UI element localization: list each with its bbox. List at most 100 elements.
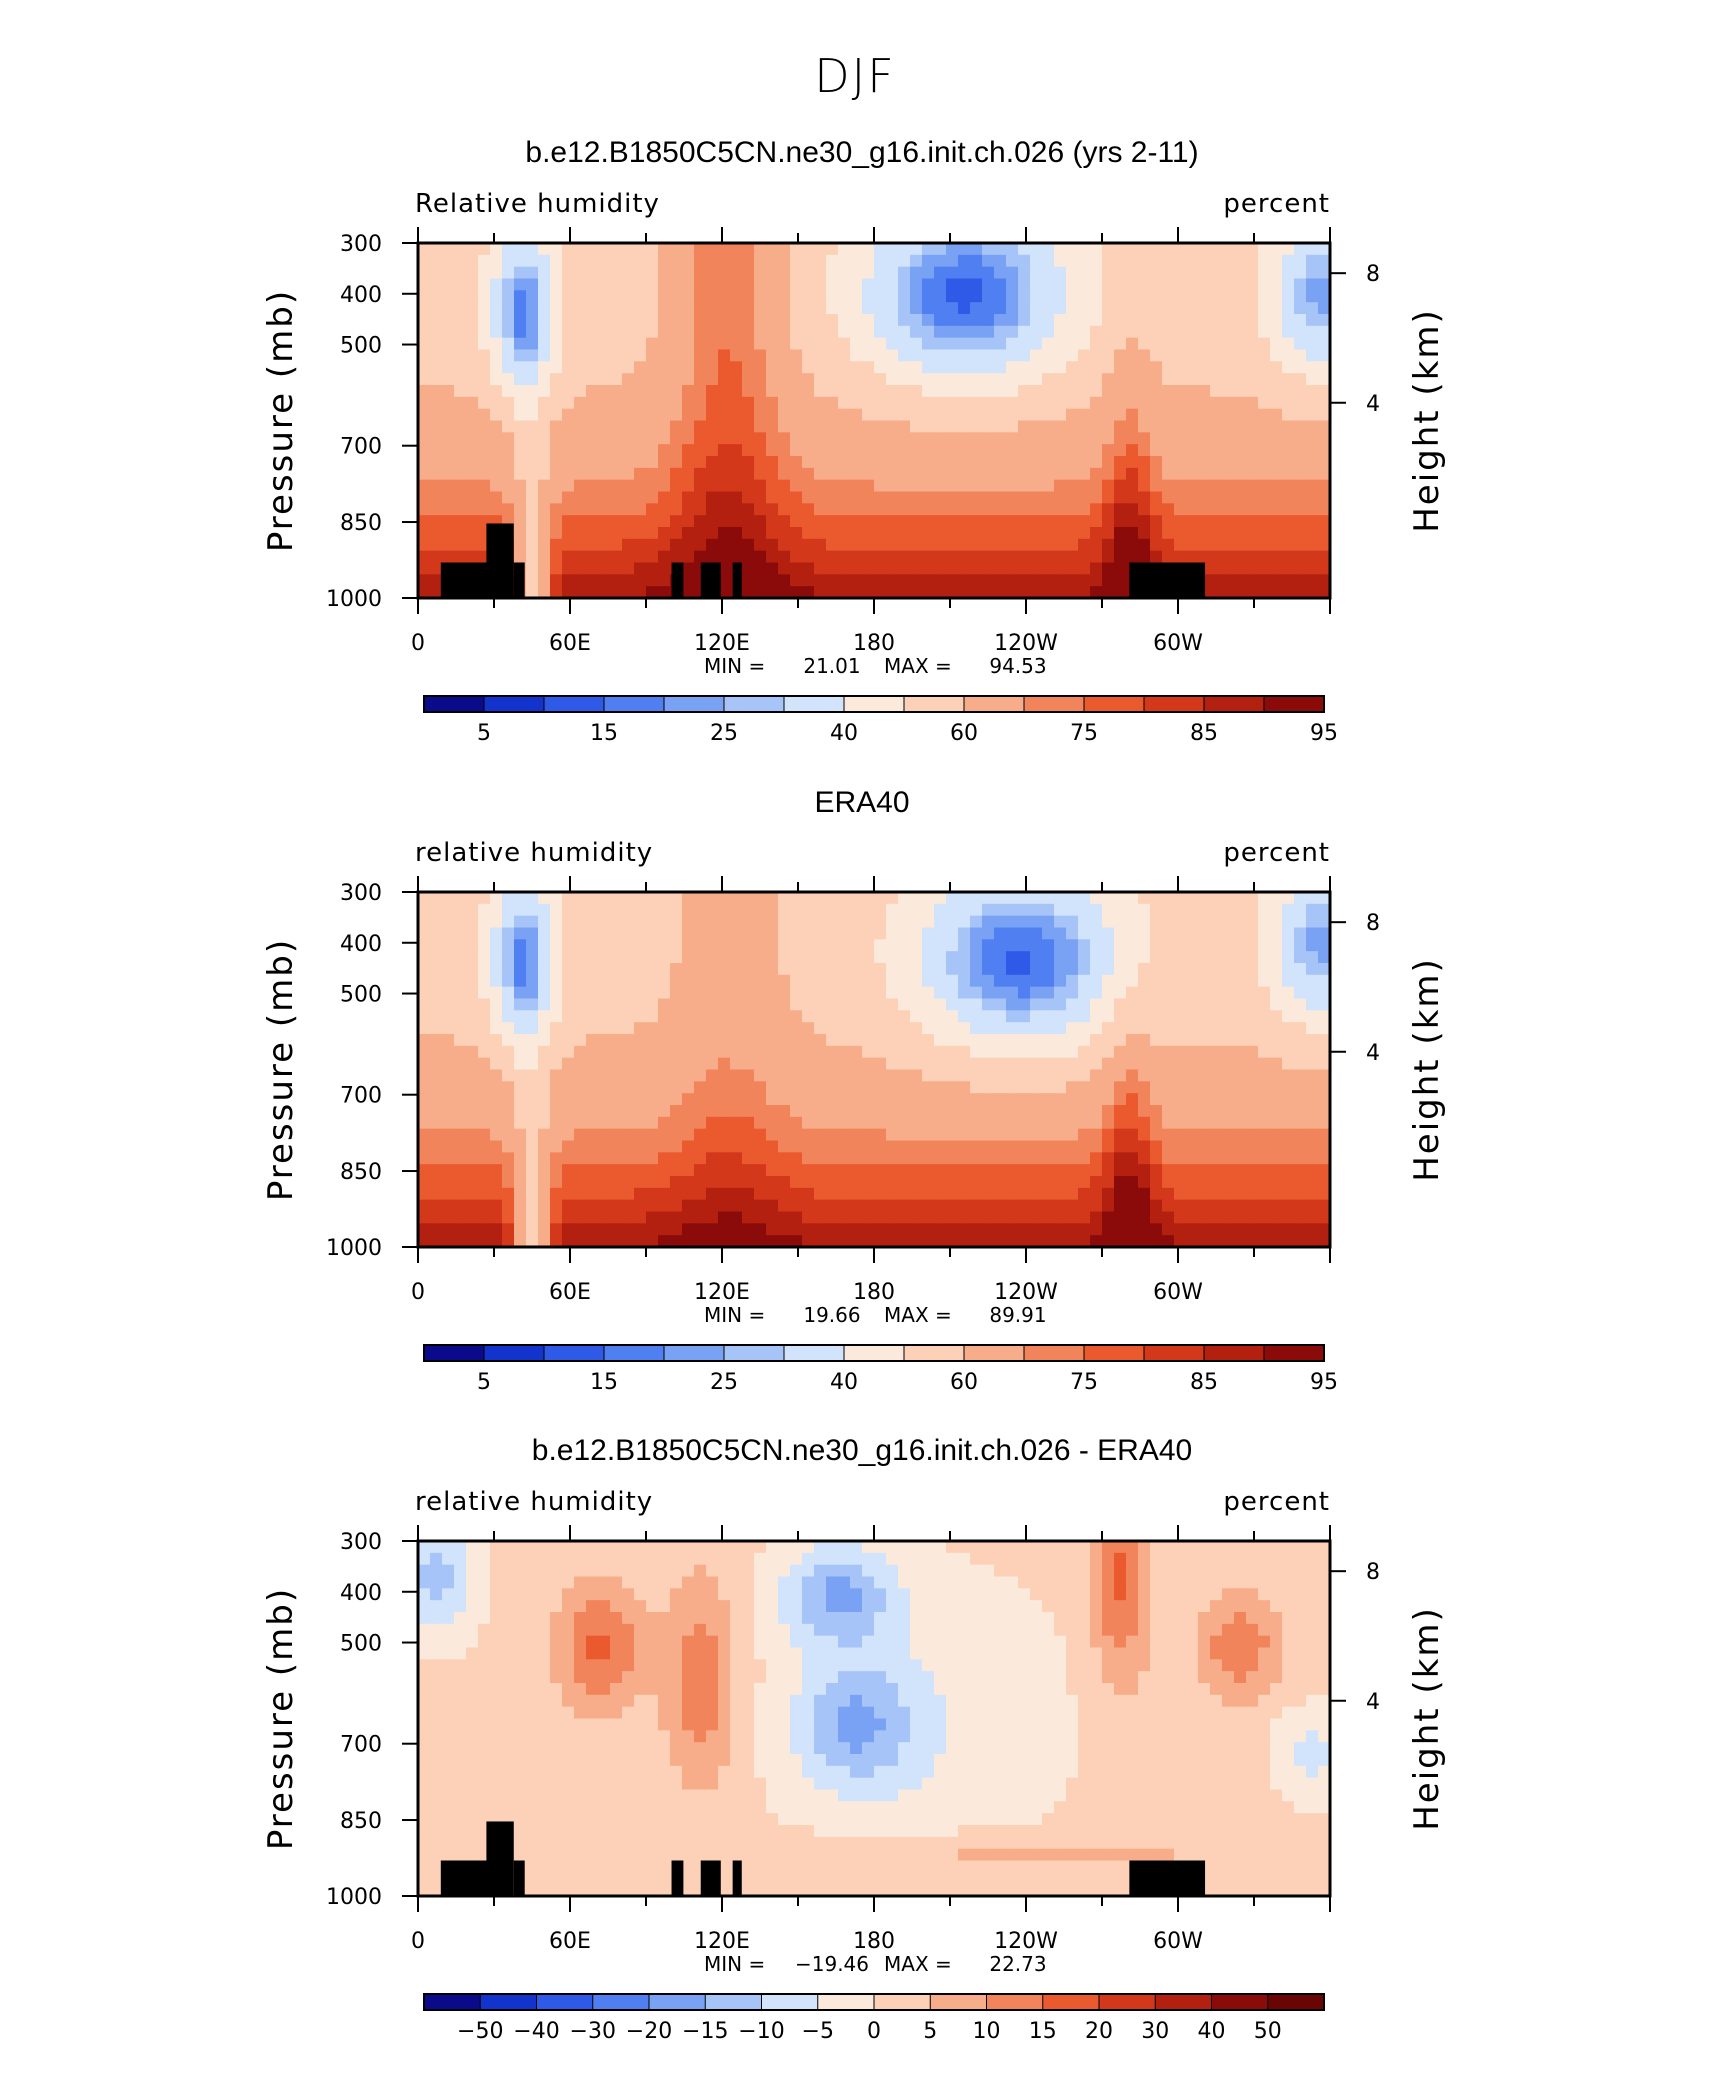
contour-cell [886, 267, 899, 279]
contour-cell [1018, 480, 1031, 492]
contour-cell [1030, 1212, 1043, 1224]
contour-cell [526, 255, 539, 267]
contour-cell [586, 503, 599, 515]
contour-cell [598, 326, 611, 338]
contour-cell [610, 951, 623, 963]
contour-cell [610, 243, 623, 255]
contour-cell [550, 1565, 563, 1577]
contour-cell [1306, 373, 1319, 385]
contour-cell [490, 444, 503, 456]
contour-cell [514, 892, 527, 904]
contour-cell [1234, 1093, 1247, 1105]
contour-cell [1042, 928, 1055, 940]
contour-cell [850, 574, 863, 586]
contour-cell [838, 350, 851, 362]
contour-cell [1198, 892, 1211, 904]
contour-cell [562, 350, 575, 362]
contour-cell [802, 1565, 815, 1577]
contour-cell [526, 373, 539, 385]
contour-cell [994, 432, 1007, 444]
contour-cell [1150, 916, 1163, 928]
colorbar-swatch [604, 696, 664, 712]
contour-cell [802, 987, 815, 999]
contour-cell [682, 326, 695, 338]
contour-cell [994, 1034, 1007, 1046]
contour-cell [1018, 350, 1031, 362]
contour-cell [442, 892, 455, 904]
contour-cell [1138, 975, 1151, 987]
contour-cell [550, 350, 563, 362]
contour-cell [1066, 326, 1079, 338]
contour-cell [622, 444, 635, 456]
contour-cell [454, 290, 467, 302]
contour-cell [658, 350, 671, 362]
contour-cell [682, 1117, 695, 1129]
contour-cell [850, 916, 863, 928]
contour-cell [1306, 527, 1319, 539]
contour-cell [802, 1188, 815, 1200]
contour-cell [706, 373, 719, 385]
contour-cell [490, 243, 503, 255]
contour-cell [826, 456, 839, 468]
contour-cell [454, 1188, 467, 1200]
contour-cell [694, 267, 707, 279]
contour-cell [514, 1577, 527, 1589]
contour-cell [742, 892, 755, 904]
contour-cell [958, 928, 971, 940]
contour-cell [826, 916, 839, 928]
contour-cell [1090, 1188, 1103, 1200]
contour-cell [442, 480, 455, 492]
contour-cell [862, 951, 875, 963]
contour-cell [1042, 1022, 1055, 1034]
contour-cell [838, 314, 851, 326]
contour-cell [1138, 892, 1151, 904]
contour-cell [430, 279, 443, 291]
contour-cell [1174, 1046, 1187, 1058]
contour-cell [742, 243, 755, 255]
contour-cell [1270, 539, 1283, 551]
contour-cell [574, 1022, 587, 1034]
contour-cell [1006, 1176, 1019, 1188]
contour-cell [574, 916, 587, 928]
contour-cell [1102, 385, 1115, 397]
contour-cell [850, 1105, 863, 1117]
contour-cell [1198, 1022, 1211, 1034]
contour-cell [1282, 243, 1295, 255]
contour-cell [490, 373, 503, 385]
contour-cell [1282, 928, 1295, 940]
contour-cell [754, 939, 767, 951]
contour-cell [1198, 350, 1211, 362]
contour-cell [634, 1553, 647, 1565]
contour-cell [1174, 963, 1187, 975]
contour-cell [658, 1200, 671, 1212]
contour-cell [466, 421, 479, 433]
contour-cell [1114, 1164, 1127, 1176]
contour-cell [634, 574, 647, 586]
contour-cell [1174, 1223, 1187, 1235]
contour-cell [1114, 1129, 1127, 1141]
contour-cell [682, 1093, 695, 1105]
contour-cell [1294, 409, 1307, 421]
contour-cell [994, 1565, 1007, 1577]
contour-cell [946, 373, 959, 385]
contour-cell [610, 1046, 623, 1058]
contour-cell [1066, 1223, 1079, 1235]
contour-cell [598, 1058, 611, 1070]
contour-cell [526, 409, 539, 421]
contour-cell [742, 1164, 755, 1176]
contour-cell [466, 999, 479, 1011]
contour-cell [442, 444, 455, 456]
variable-label: relative humidity [415, 838, 653, 868]
contour-cell [1246, 243, 1259, 255]
contour-cell [742, 1223, 755, 1235]
contour-cell [1162, 1070, 1175, 1082]
contour-cell [1210, 527, 1223, 539]
contour-cell [838, 1200, 851, 1212]
contour-cell [574, 1553, 587, 1565]
contour-cell [802, 999, 815, 1011]
contour-cell [1246, 916, 1259, 928]
contour-cell [1270, 987, 1283, 999]
contour-cell [466, 1200, 479, 1212]
contour-cell [694, 987, 707, 999]
contour-cell [922, 1212, 935, 1224]
